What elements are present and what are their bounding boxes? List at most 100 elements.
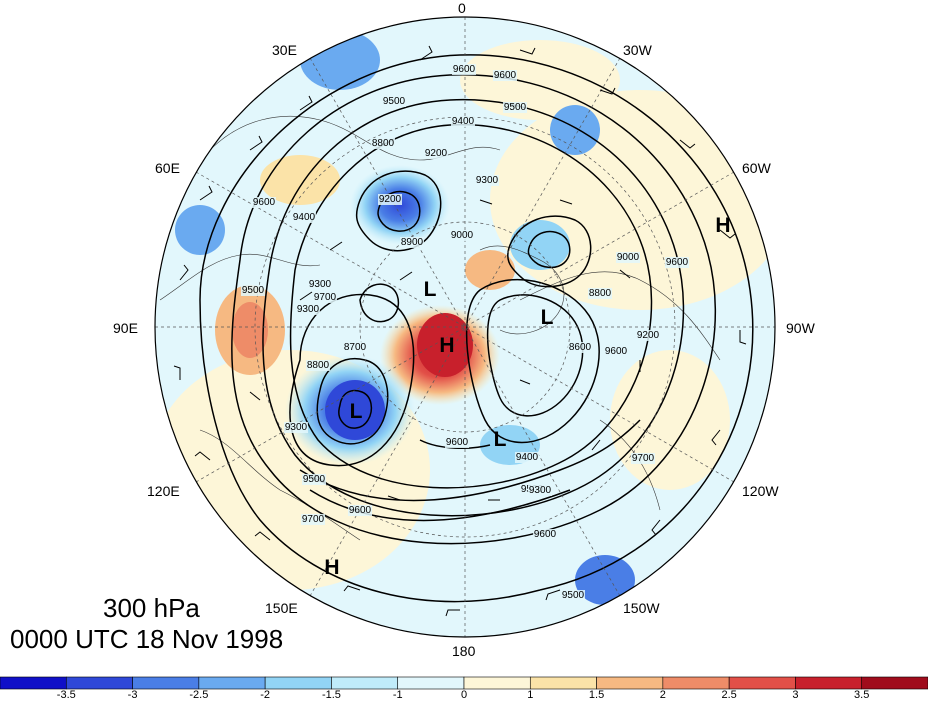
contour-label-bg xyxy=(503,102,527,113)
lon-label: 30W xyxy=(623,42,652,58)
contour-label: 9600 xyxy=(349,505,372,516)
contour-label: 9600 xyxy=(666,257,689,268)
contour-label-bg xyxy=(306,360,330,371)
contour-label: 9000 xyxy=(617,252,640,263)
contour-label: 9400 xyxy=(516,452,539,463)
contour-label: 8800 xyxy=(372,138,395,149)
contour-label: 9700 xyxy=(314,292,337,303)
colorbar-swatch xyxy=(198,676,266,690)
colorbar xyxy=(0,676,928,690)
time-title: 0000 UTC 18 Nov 1998 xyxy=(10,624,284,654)
colorbar-label: 1.5 xyxy=(588,689,605,701)
contour-label: 9600 xyxy=(534,529,557,540)
contour-label-bg xyxy=(301,514,325,525)
contour-label: 9200 xyxy=(425,148,448,159)
contour-label-bg xyxy=(284,422,308,433)
anomaly-cold-region xyxy=(575,555,635,605)
low-pressure-marker: L xyxy=(349,400,363,423)
colorbar-swatch xyxy=(331,676,399,690)
anomaly-warm-region xyxy=(260,155,340,205)
contour-label-bg xyxy=(292,212,316,223)
colorbar-label: 1 xyxy=(527,689,534,701)
wind-barbs xyxy=(173,45,747,617)
colorbar-swatch xyxy=(264,676,332,690)
anomaly-cold-region xyxy=(175,205,225,255)
colorbar-label: 0 xyxy=(460,689,468,701)
contour-label: 9300 xyxy=(285,422,308,433)
contour-label: 9600 xyxy=(453,64,476,75)
high-pressure-marker: H xyxy=(324,556,340,579)
contour-label: 9300 xyxy=(297,304,320,315)
colorbar-swatch xyxy=(861,676,928,690)
contour-label-bg xyxy=(378,194,402,205)
anomaly-cold-region xyxy=(325,380,385,440)
contour-label: 9300 xyxy=(309,279,332,290)
colorbar-label: 3 xyxy=(792,689,799,701)
contour-label-bg xyxy=(252,197,276,208)
colorbar-label: 2 xyxy=(659,689,666,701)
colorbar-label: -1.5 xyxy=(321,689,341,701)
contour-label: 9500 xyxy=(242,285,265,296)
lon-label: 60E xyxy=(155,160,180,176)
contour-label: 9600 xyxy=(446,437,469,448)
contour-label: 9400 xyxy=(452,116,475,127)
contour-label: 9500 xyxy=(303,474,326,485)
lon-label: 150W xyxy=(623,600,660,616)
contour-label-bg xyxy=(493,70,517,81)
contour-label-bg xyxy=(636,330,660,341)
contour-label-bg xyxy=(665,257,689,268)
colorbar-label: 2.5 xyxy=(721,689,737,701)
lon-label: 90E xyxy=(113,320,138,336)
anomaly-cold-region xyxy=(300,30,380,90)
contour-label-bg xyxy=(343,342,367,353)
colorbar-label: -1 xyxy=(392,689,403,701)
contour-label-bg xyxy=(308,279,332,290)
colorbar-swatch xyxy=(132,676,200,690)
contour-label-bg xyxy=(515,452,539,463)
colorbar-swatch xyxy=(0,676,67,690)
colorbar-swatch xyxy=(463,676,531,690)
contour-labels: 9600960095009400930092009500940093009700… xyxy=(241,64,689,601)
low-pressure-marker: L xyxy=(423,278,437,301)
high-pressure-marker: H xyxy=(715,214,731,237)
contour-label: 9500 xyxy=(383,96,406,107)
lon-label: 150E xyxy=(265,600,298,616)
contour-label: 8600 xyxy=(569,342,592,353)
contour-label: 8800 xyxy=(307,360,330,371)
contour-label: 9600 xyxy=(605,346,628,357)
contour-label: 9700 xyxy=(302,514,325,525)
colorbar-swatch xyxy=(795,676,863,690)
colorbar-label: -2 xyxy=(260,689,271,701)
contour-label-bg xyxy=(450,230,474,241)
colorbar-swatch xyxy=(662,676,730,690)
contour-label: 9600 xyxy=(253,197,276,208)
polar-map: 9600960095009400930092009500940093009700… xyxy=(154,16,776,638)
lon-label: 60W xyxy=(742,160,771,176)
contour-label: 9600 xyxy=(494,70,517,81)
contour-label-bg xyxy=(348,505,372,516)
colorbar-swatch xyxy=(65,676,133,690)
contour-label-bg xyxy=(313,292,337,303)
contour-label-bg xyxy=(382,96,406,107)
anomaly-cold-region xyxy=(550,105,600,155)
contour-label: 9300 xyxy=(476,175,499,186)
anomaly-warm-region xyxy=(490,90,775,310)
contour-label: 9400 xyxy=(293,212,316,223)
colorbar-label: -2.5 xyxy=(189,689,209,701)
high-pressure-marker: H xyxy=(439,334,455,357)
contour-label: 9200 xyxy=(379,194,402,205)
contour-label-bg xyxy=(451,116,475,127)
contour-label: 9500 xyxy=(504,102,527,113)
contour-label: 9300 xyxy=(529,485,552,496)
colorbar-label: -3 xyxy=(127,689,138,701)
contour-label-bg xyxy=(424,148,448,159)
lon-label: 0 xyxy=(458,0,466,16)
low-pressure-marker: L xyxy=(493,428,507,451)
contour-label-bg xyxy=(475,175,499,186)
low-pressure-marker: L xyxy=(540,306,554,329)
contour-label-bg xyxy=(445,437,469,448)
contour-label-bg xyxy=(371,138,395,149)
contour-label-bg xyxy=(302,474,326,485)
lon-label: 30E xyxy=(272,42,297,58)
contour-label-bg xyxy=(528,485,552,496)
